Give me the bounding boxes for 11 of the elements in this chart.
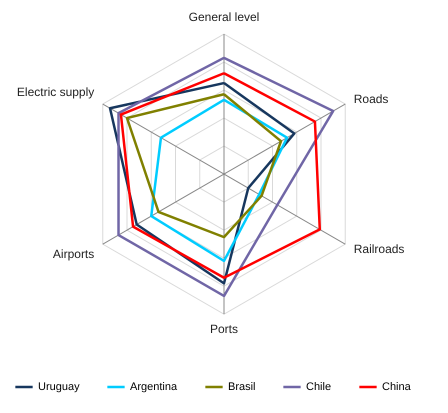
legend-label: Uruguay: [38, 381, 80, 393]
legend-label: Argentina: [130, 381, 178, 393]
spoke-label: Airports: [52, 247, 94, 262]
legend-label: Brasil: [228, 381, 256, 393]
legend-label: Chile: [306, 381, 332, 393]
spoke-label: Ports: [210, 322, 238, 336]
spoke-label: General level: [188, 10, 260, 24]
legend-label: China: [382, 381, 412, 393]
spoke-label: Roads: [354, 92, 388, 106]
spoke-label: Electric supply: [16, 85, 94, 100]
spoke-label: Railroads: [354, 242, 404, 256]
